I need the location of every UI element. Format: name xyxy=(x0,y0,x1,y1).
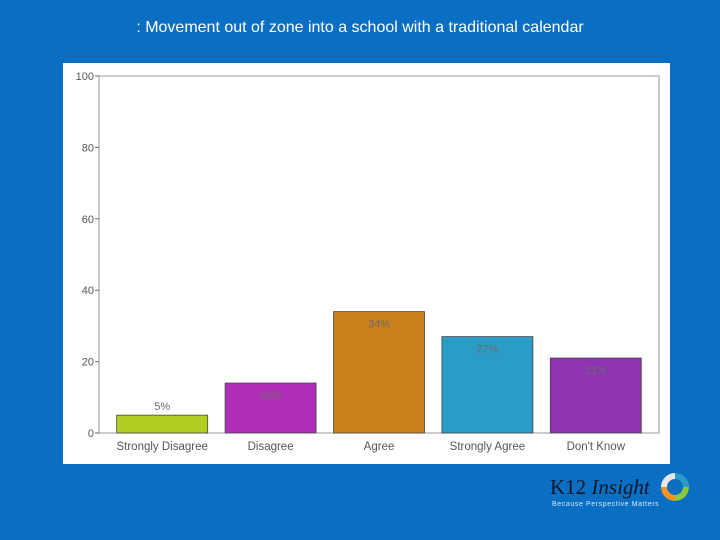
bar-value-label: 21% xyxy=(585,365,607,377)
x-category-label: Agree xyxy=(364,441,395,453)
y-tick-label: 80 xyxy=(82,142,94,154)
bar-value-label: 5% xyxy=(154,401,170,413)
k12-insight-logo: K12 Insight Because Perspective Matters xyxy=(548,470,698,515)
bar xyxy=(549,357,642,434)
y-tick-label: 60 xyxy=(82,214,94,226)
ring-segment xyxy=(661,487,675,501)
logo-wordmark: K12 Insight xyxy=(550,475,650,500)
x-category-label: Don't Know xyxy=(567,441,626,453)
ring-logo-icon xyxy=(661,473,689,501)
bar xyxy=(116,414,209,434)
x-category-label: Disagree xyxy=(248,441,294,453)
logo-tagline: Because Perspective Matters xyxy=(552,501,660,508)
bar-chart: 0 20 40 60 80 100 5% Strongly Disagree 14% Disagr… xyxy=(76,71,660,453)
bar-value-label: 14% xyxy=(260,390,282,402)
y-tick-label: 40 xyxy=(82,285,94,297)
bar xyxy=(441,336,534,434)
slide-title: : Movement out of zone into a school wit… xyxy=(136,19,584,36)
bar-value-label: 34% xyxy=(368,319,390,331)
chart-panel: 0 20 40 60 80 100 5% Strongly Disagree 14% Disagr… xyxy=(63,63,670,464)
ring-segment xyxy=(661,473,675,487)
ring-segment xyxy=(675,487,689,501)
ring-segment xyxy=(675,473,689,487)
bar xyxy=(333,311,425,434)
logo-name-italic: Insight xyxy=(591,475,650,499)
bar xyxy=(224,382,317,434)
y-tick-label: 20 xyxy=(82,357,94,369)
y-tick-label: 100 xyxy=(76,71,94,83)
y-tick-label: 0 xyxy=(88,428,94,440)
bar-value-label: 27% xyxy=(476,344,498,356)
x-category-label: Strongly Disagree xyxy=(116,441,207,453)
x-category-label: Strongly Agree xyxy=(450,441,525,453)
logo-name-plain: K12 xyxy=(550,475,587,499)
